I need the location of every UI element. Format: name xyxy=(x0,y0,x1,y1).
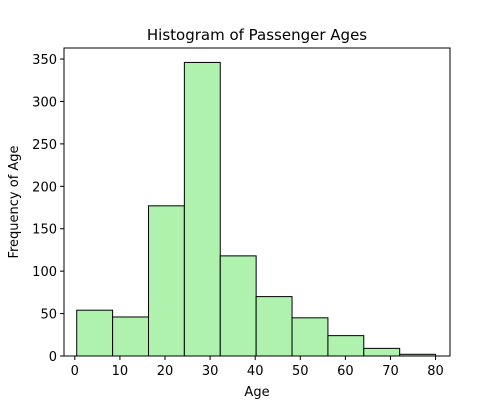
x-tick-label: 0 xyxy=(71,364,79,379)
histogram-bar-8 xyxy=(327,335,365,357)
histogram-bar-1 xyxy=(76,309,114,357)
y-tick-label: 100 xyxy=(32,265,57,280)
y-tick-label: 0 xyxy=(49,350,57,365)
x-tick-label: 40 xyxy=(247,364,264,379)
x-tick-label: 80 xyxy=(427,364,444,379)
histogram-bar-5 xyxy=(219,255,257,357)
x-axis-label: Age xyxy=(244,385,269,400)
bars-group xyxy=(76,61,437,357)
x-tick-label: 70 xyxy=(382,364,399,379)
y-tick-label: 200 xyxy=(32,180,57,195)
x-axis-ticks: 0 10 20 30 40 50 60 70 80 xyxy=(71,356,444,379)
x-tick-label: 10 xyxy=(112,364,129,379)
x-tick-label: 50 xyxy=(292,364,309,379)
plot-frame xyxy=(63,47,451,357)
histogram-bar-6 xyxy=(255,296,293,357)
histogram-bar-3 xyxy=(148,205,185,357)
x-tick-label: 30 xyxy=(202,364,219,379)
y-tick-label: 150 xyxy=(32,223,57,238)
x-tick-label: 20 xyxy=(157,364,174,379)
y-axis-ticks: 0 50 100 150 200 250 300 350 xyxy=(32,53,64,365)
y-tick-label: 350 xyxy=(32,53,57,68)
y-axis-label: Frequency of Age xyxy=(7,145,22,258)
y-tick-label: 50 xyxy=(40,308,57,323)
histogram-bar-9 xyxy=(363,347,401,357)
histogram-bar-2 xyxy=(112,316,150,357)
y-tick-label: 300 xyxy=(32,95,57,110)
histogram-bar-4 xyxy=(183,61,221,357)
x-tick-label: 60 xyxy=(337,364,354,379)
y-tick-label: 250 xyxy=(32,138,57,153)
histogram-bar-7 xyxy=(291,317,329,357)
chart-title: Histogram of Passenger Ages xyxy=(147,26,367,44)
